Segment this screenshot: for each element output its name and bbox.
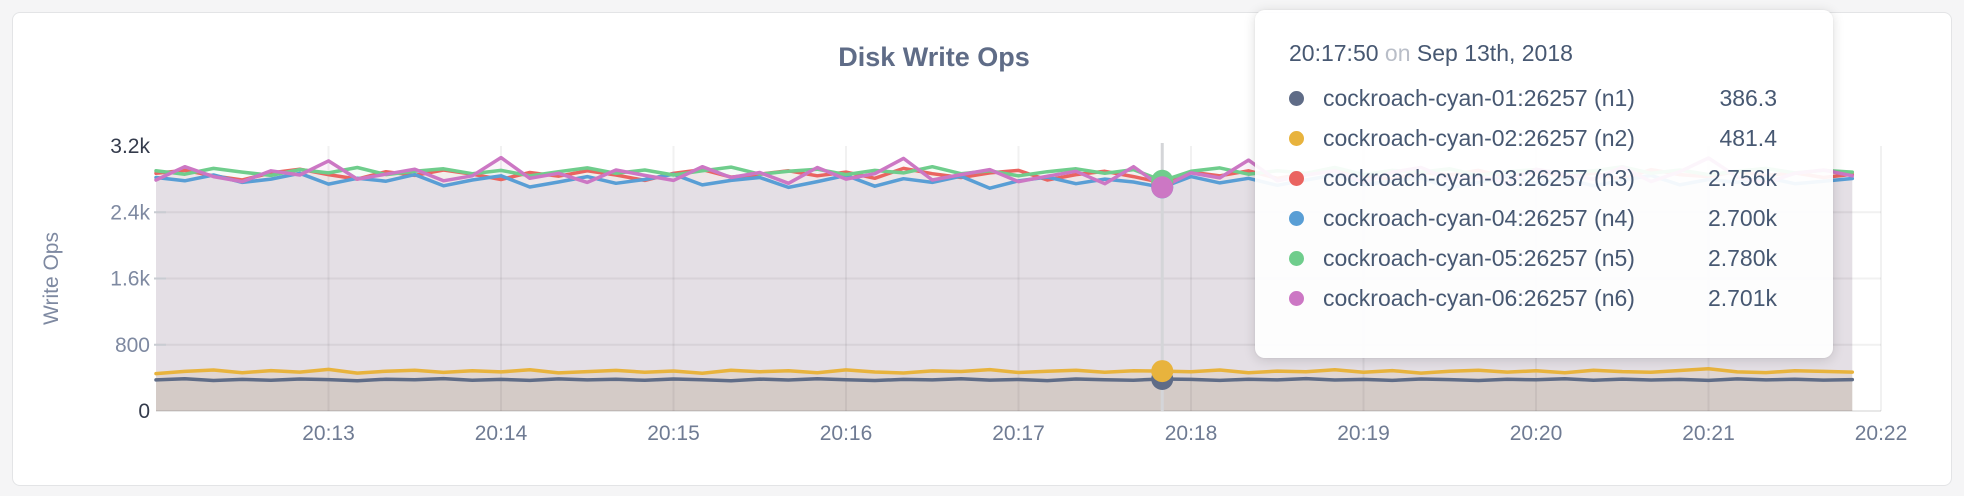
tooltip-header: 20:17:50 on Sep 13th, 2018 bbox=[1255, 36, 1833, 70]
series-label: cockroach-cyan-04:26257 (n4) bbox=[1323, 204, 1635, 231]
series-line bbox=[154, 376, 1855, 383]
tooltip-row: cockroach-cyan-02:26257 (n2) 481.4 bbox=[1255, 118, 1833, 158]
x-tick-label: 20:16 bbox=[820, 422, 873, 445]
series-color-dot bbox=[1289, 170, 1304, 186]
x-tick-label: 20:22 bbox=[1855, 422, 1908, 445]
series-color-dot bbox=[1289, 210, 1304, 226]
series-label: cockroach-cyan-06:26257 (n6) bbox=[1323, 284, 1635, 311]
x-tick-label: 20:13 bbox=[302, 422, 355, 445]
tooltip-date: Sep 13th, 2018 bbox=[1416, 40, 1573, 66]
series-line bbox=[154, 367, 1855, 376]
tooltip-conjunction: on bbox=[1384, 40, 1411, 66]
tooltip-row: cockroach-cyan-03:26257 (n3) 2.756k bbox=[1255, 158, 1833, 198]
series-value: 2.780k bbox=[1707, 244, 1777, 271]
y-tick-label: 0 bbox=[138, 400, 150, 423]
tooltip-row: cockroach-cyan-01:26257 (n1) 386.3 bbox=[1255, 78, 1833, 118]
hover-point bbox=[1151, 176, 1174, 199]
y-tick-label: 3.2k bbox=[110, 135, 150, 158]
tooltip-row: cockroach-cyan-05:26257 (n5) 2.780k bbox=[1255, 238, 1833, 278]
series-label: cockroach-cyan-03:26257 (n3) bbox=[1323, 164, 1635, 191]
series-color-dot bbox=[1289, 90, 1304, 106]
y-tick-label: 800 bbox=[115, 334, 150, 357]
x-tick-label: 20:19 bbox=[1337, 422, 1390, 445]
tooltip-time: 20:17:50 bbox=[1289, 40, 1379, 66]
series-color-dot bbox=[1289, 290, 1304, 306]
hover-tooltip: 20:17:50 on Sep 13th, 2018 cockroach-cya… bbox=[1255, 10, 1833, 358]
series-label: cockroach-cyan-01:26257 (n1) bbox=[1323, 84, 1635, 111]
chart-title: Disk Write Ops bbox=[838, 42, 1030, 72]
series-color-dot bbox=[1289, 250, 1304, 266]
x-tick-label: 20:15 bbox=[647, 422, 700, 445]
series-label: cockroach-cyan-05:26257 (n5) bbox=[1323, 244, 1635, 271]
tooltip-row: cockroach-cyan-04:26257 (n4) 2.700k bbox=[1255, 198, 1833, 238]
series-label: cockroach-cyan-02:26257 (n2) bbox=[1323, 124, 1635, 151]
x-tick-label: 20:17 bbox=[992, 422, 1045, 445]
y-tick-label: 2.4k bbox=[110, 201, 150, 224]
x-tick-label: 20:20 bbox=[1510, 422, 1563, 445]
series-area bbox=[156, 378, 1853, 411]
x-tick-label: 20:18 bbox=[1165, 422, 1218, 445]
x-tick-label: 20:21 bbox=[1682, 422, 1735, 445]
x-tick-label: 20:14 bbox=[475, 422, 528, 445]
tooltip-row: cockroach-cyan-06:26257 (n6) 2.701k bbox=[1255, 278, 1833, 318]
y-axis-title: Write Ops bbox=[40, 232, 63, 325]
series-value: 2.756k bbox=[1707, 164, 1777, 191]
series-value: 2.700k bbox=[1707, 204, 1777, 231]
series-value: 481.4 bbox=[1719, 124, 1777, 151]
hover-point bbox=[1151, 360, 1174, 383]
y-tick-label: 1.6k bbox=[110, 268, 150, 291]
series-color-dot bbox=[1289, 130, 1304, 146]
series-value: 386.3 bbox=[1719, 84, 1777, 111]
series-value: 2.701k bbox=[1707, 284, 1777, 311]
